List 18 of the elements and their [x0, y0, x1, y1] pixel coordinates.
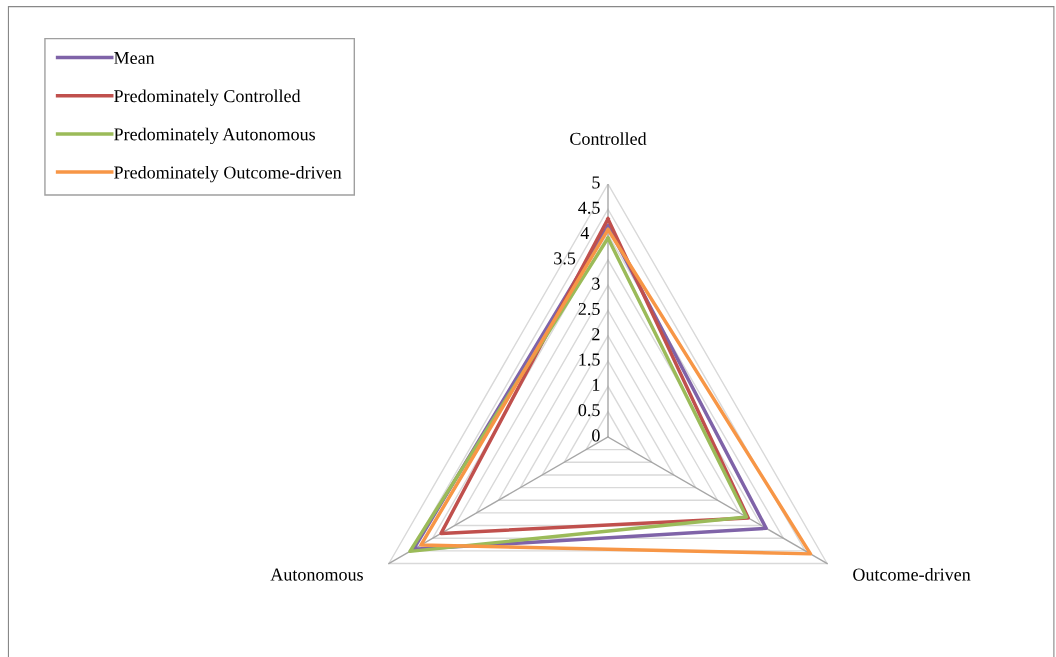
y-tick-label: 0 — [592, 429, 600, 442]
spoke-label: Autonomous — [270, 568, 363, 581]
y-tick-label: 2 — [592, 328, 600, 341]
legend-label: Predominately Autonomous — [114, 127, 315, 145]
y-tick-label: 4 — [580, 227, 590, 239]
spoke-label: Outcome-driven — [853, 567, 971, 581]
y-tick-label: 3 — [592, 277, 600, 290]
y-tick-label: 4.5 — [578, 201, 600, 214]
y-tick-label: 1.5 — [579, 353, 600, 366]
legend-label: Predominately Outcome-driven — [114, 165, 342, 183]
y-tick-label: 1 — [592, 378, 600, 391]
y-tick-label: 3.5 — [554, 252, 576, 265]
legend-label: Mean — [114, 52, 155, 65]
legend-label: Predominately Controlled — [114, 89, 301, 106]
spoke-label: Controlled — [570, 132, 647, 145]
y-tick-label: 0.5 — [578, 404, 600, 417]
y-tick-label: 5 — [592, 176, 600, 189]
y-tick-label: 2.5 — [578, 302, 600, 316]
